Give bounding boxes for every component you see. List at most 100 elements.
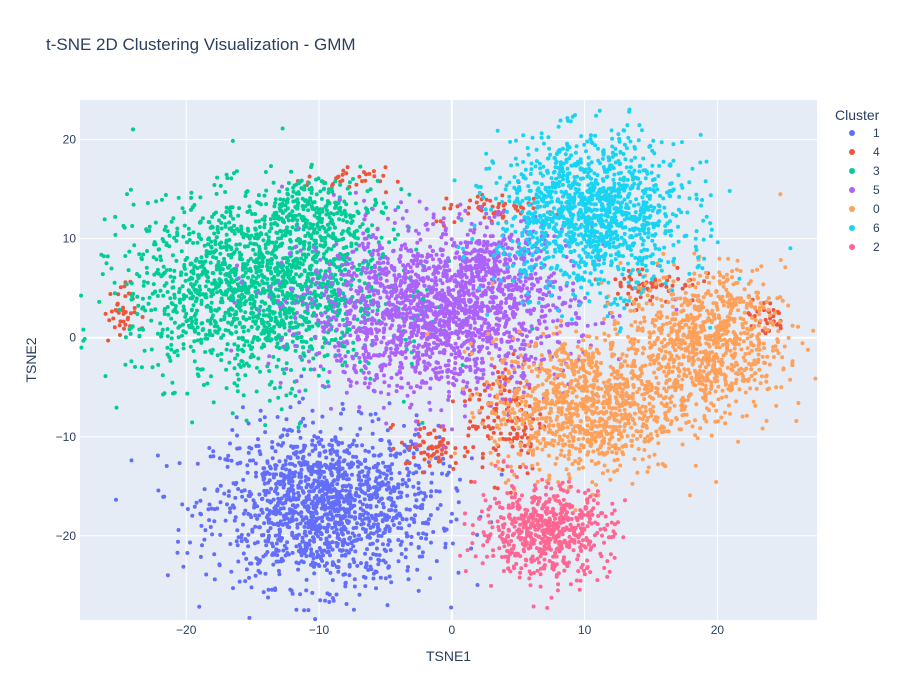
data-point[interactable] [615, 291, 620, 296]
data-point[interactable] [283, 332, 288, 337]
data-point[interactable] [435, 449, 439, 454]
data-point[interactable] [319, 464, 324, 469]
data-point[interactable] [348, 463, 353, 468]
data-point[interactable] [282, 284, 287, 289]
data-point[interactable] [287, 481, 292, 485]
data-point[interactable] [449, 352, 454, 357]
data-point[interactable] [251, 458, 255, 463]
data-point[interactable] [326, 384, 331, 389]
data-point[interactable] [215, 506, 220, 511]
data-point[interactable] [320, 217, 325, 221]
data-point[interactable] [389, 580, 394, 585]
data-point[interactable] [408, 275, 413, 280]
data-point[interactable] [290, 194, 295, 199]
data-point[interactable] [448, 206, 453, 211]
data-point[interactable] [380, 501, 385, 506]
data-point[interactable] [291, 185, 296, 190]
data-point[interactable] [301, 416, 306, 421]
data-point[interactable] [181, 346, 186, 351]
data-point[interactable] [334, 461, 339, 466]
data-point[interactable] [449, 237, 454, 242]
data-point[interactable] [280, 126, 285, 131]
data-point[interactable] [195, 372, 200, 377]
data-point[interactable] [195, 273, 200, 278]
data-point[interactable] [364, 563, 369, 568]
data-point[interactable] [322, 485, 327, 489]
data-point[interactable] [336, 238, 341, 243]
data-point[interactable] [197, 604, 202, 609]
data-point[interactable] [241, 315, 246, 319]
data-point[interactable] [233, 356, 238, 361]
data-point[interactable] [254, 556, 259, 561]
data-point[interactable] [278, 385, 283, 390]
data-point[interactable] [332, 530, 336, 535]
data-point[interactable] [271, 475, 276, 480]
data-point[interactable] [191, 349, 196, 353]
data-point[interactable] [464, 364, 469, 369]
data-point[interactable] [300, 396, 305, 401]
data-point[interactable] [279, 496, 284, 501]
data-point[interactable] [333, 354, 338, 359]
data-point[interactable] [424, 532, 429, 537]
data-point[interactable] [515, 380, 520, 385]
data-point[interactable] [443, 450, 448, 455]
data-point[interactable] [318, 243, 323, 248]
data-point[interactable] [259, 497, 264, 502]
data-point[interactable] [320, 224, 325, 229]
data-point[interactable] [315, 230, 320, 235]
data-point[interactable] [335, 477, 340, 482]
data-point[interactable] [312, 367, 317, 372]
data-point[interactable] [131, 127, 135, 132]
data-point[interactable] [332, 478, 337, 483]
data-point[interactable] [192, 504, 197, 509]
data-point[interactable] [129, 359, 134, 364]
data-point[interactable] [405, 493, 410, 498]
data-point[interactable] [515, 208, 520, 213]
data-point[interactable] [356, 477, 361, 482]
data-point[interactable] [289, 483, 294, 488]
data-point[interactable] [228, 506, 233, 511]
data-point[interactable] [308, 367, 313, 372]
data-point[interactable] [420, 502, 425, 507]
data-point[interactable] [352, 516, 357, 521]
data-point[interactable] [219, 296, 224, 301]
data-point[interactable] [251, 274, 255, 279]
data-point[interactable] [158, 321, 163, 326]
data-point[interactable] [613, 277, 618, 282]
data-point[interactable] [327, 534, 332, 539]
data-point[interactable] [411, 455, 416, 460]
data-point[interactable] [458, 241, 463, 246]
data-point[interactable] [106, 338, 111, 343]
data-point[interactable] [440, 471, 444, 476]
data-point[interactable] [113, 214, 118, 219]
data-point[interactable] [270, 281, 275, 286]
data-point[interactable] [359, 469, 364, 474]
data-point[interactable] [165, 305, 170, 309]
data-point[interactable] [302, 551, 307, 556]
data-point[interactable] [316, 373, 321, 378]
data-point[interactable] [349, 505, 354, 510]
data-point[interactable] [417, 434, 422, 439]
data-point[interactable] [249, 283, 254, 288]
data-point[interactable] [227, 360, 232, 365]
data-point[interactable] [344, 171, 349, 176]
data-point[interactable] [379, 235, 384, 240]
data-point[interactable] [393, 454, 398, 459]
data-point[interactable] [263, 313, 268, 318]
data-point[interactable] [383, 255, 388, 259]
data-point[interactable] [465, 449, 470, 454]
data-point[interactable] [355, 317, 360, 322]
data-point[interactable] [300, 535, 305, 540]
data-point[interactable] [338, 507, 343, 512]
data-point[interactable] [324, 321, 329, 326]
data-point[interactable] [276, 509, 281, 514]
data-point[interactable] [288, 587, 293, 592]
data-point[interactable] [147, 228, 152, 233]
data-point[interactable] [261, 238, 266, 243]
data-point[interactable] [241, 522, 245, 527]
data-point[interactable] [262, 521, 267, 526]
data-point[interactable] [237, 321, 242, 326]
data-point[interactable] [218, 483, 223, 488]
data-point[interactable] [342, 508, 347, 513]
data-point[interactable] [377, 553, 382, 558]
